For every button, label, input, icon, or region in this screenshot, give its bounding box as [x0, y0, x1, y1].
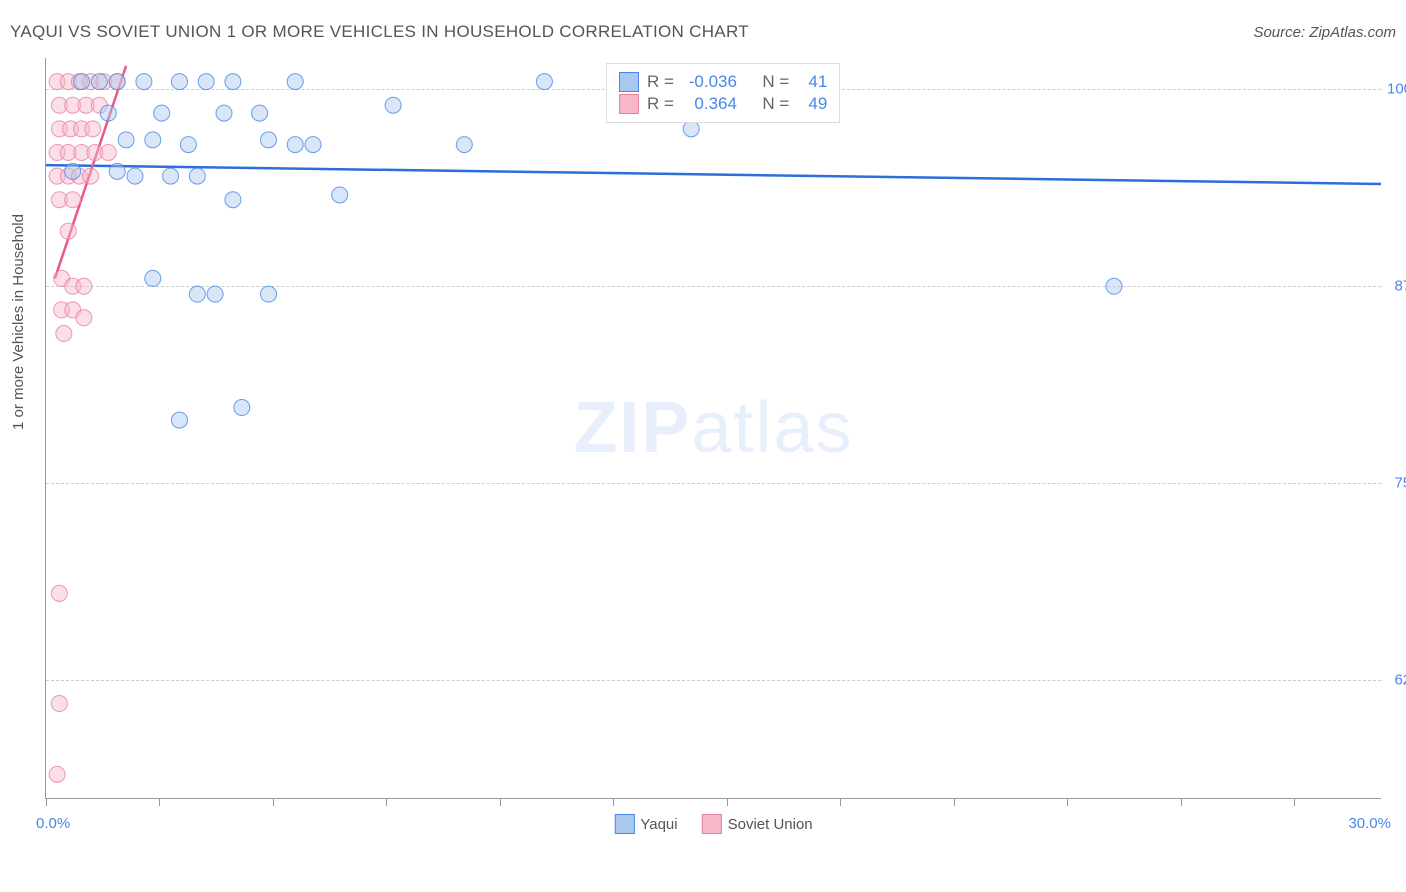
chart-title: YAQUI VS SOVIET UNION 1 OR MORE VEHICLES…	[10, 22, 749, 42]
data-point	[332, 187, 348, 203]
x-axis-min-label: 0.0%	[36, 815, 70, 832]
data-point	[198, 74, 214, 90]
legend-item: Yaqui	[614, 814, 677, 834]
stat-r-value: -0.036	[682, 72, 737, 92]
x-tick	[159, 798, 160, 806]
x-tick	[386, 798, 387, 806]
data-point	[74, 74, 90, 90]
data-point	[189, 168, 205, 184]
data-point	[683, 121, 699, 137]
x-tick	[1067, 798, 1068, 806]
data-point	[305, 137, 321, 153]
y-tick-label: 75.0%	[1387, 475, 1406, 492]
data-point	[91, 74, 107, 90]
x-tick	[1294, 798, 1295, 806]
data-point	[76, 278, 92, 294]
x-tick	[613, 798, 614, 806]
data-point	[49, 766, 65, 782]
legend-label: Yaqui	[640, 816, 677, 833]
data-point	[85, 121, 101, 137]
stats-row: R = -0.036 N = 41	[619, 72, 827, 92]
data-point	[109, 74, 125, 90]
stat-r-value: 0.364	[682, 94, 737, 114]
legend-swatch	[614, 814, 634, 834]
trend-line	[46, 165, 1381, 184]
data-point	[172, 74, 188, 90]
data-point	[118, 132, 134, 148]
data-point	[51, 585, 67, 601]
data-point	[76, 310, 92, 326]
y-tick-label: 100.0%	[1387, 81, 1406, 98]
data-point	[536, 74, 552, 90]
y-tick-label: 87.5%	[1387, 278, 1406, 295]
data-point	[261, 132, 277, 148]
data-point	[109, 163, 125, 179]
stats-row: R = 0.364 N = 49	[619, 94, 827, 114]
data-point	[385, 97, 401, 113]
x-axis-max-label: 30.0%	[1348, 815, 1391, 832]
stat-n-label: N =	[762, 94, 789, 114]
data-point	[189, 286, 205, 302]
stat-n-value: 49	[797, 94, 827, 114]
data-point	[163, 168, 179, 184]
data-point	[287, 137, 303, 153]
x-tick	[500, 798, 501, 806]
y-tick-label: 62.5%	[1387, 671, 1406, 688]
data-point	[51, 696, 67, 712]
data-point	[1106, 278, 1122, 294]
x-tick	[954, 798, 955, 806]
data-point	[127, 168, 143, 184]
legend-item: Soviet Union	[702, 814, 813, 834]
data-point	[100, 105, 116, 121]
data-point	[216, 105, 232, 121]
legend-swatch	[702, 814, 722, 834]
data-point	[154, 105, 170, 121]
data-point	[145, 270, 161, 286]
legend: Yaqui Soviet Union	[614, 814, 812, 834]
data-point	[65, 192, 81, 208]
data-point	[56, 326, 72, 342]
x-tick	[840, 798, 841, 806]
stat-r-label: R =	[647, 94, 674, 114]
data-point	[60, 223, 76, 239]
data-point	[172, 412, 188, 428]
data-point	[252, 105, 268, 121]
scatter-plot: 100.0%87.5%75.0%62.5% R =-0.036 N =41R =…	[45, 58, 1381, 799]
data-point	[145, 132, 161, 148]
data-point	[234, 400, 250, 416]
y-axis-label: 1 or more Vehicles in Household	[10, 214, 27, 430]
legend-label: Soviet Union	[728, 816, 813, 833]
data-point	[225, 192, 241, 208]
stat-n-label: N =	[762, 72, 789, 92]
data-point	[83, 168, 99, 184]
legend-swatch	[619, 72, 639, 92]
data-point	[100, 144, 116, 160]
data-point	[456, 137, 472, 153]
stats-legend-box: R = -0.036 N = 41 R = 0.364 N = 49	[606, 63, 840, 123]
data-point	[65, 163, 81, 179]
data-point	[136, 74, 152, 90]
data-point	[287, 74, 303, 90]
stat-n-value: 41	[797, 72, 827, 92]
data-point	[261, 286, 277, 302]
legend-swatch	[619, 94, 639, 114]
stat-r-label: R =	[647, 72, 674, 92]
data-point	[180, 137, 196, 153]
source-attribution: Source: ZipAtlas.com	[1253, 24, 1396, 41]
x-tick	[1181, 798, 1182, 806]
data-point	[225, 74, 241, 90]
x-tick	[46, 798, 47, 806]
x-tick	[273, 798, 274, 806]
data-point	[207, 286, 223, 302]
x-tick	[727, 798, 728, 806]
chart-svg	[46, 58, 1381, 798]
